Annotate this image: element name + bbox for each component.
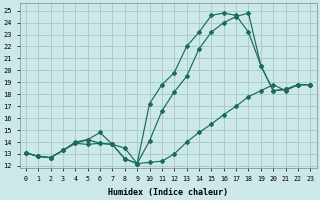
X-axis label: Humidex (Indice chaleur): Humidex (Indice chaleur) (108, 188, 228, 197)
